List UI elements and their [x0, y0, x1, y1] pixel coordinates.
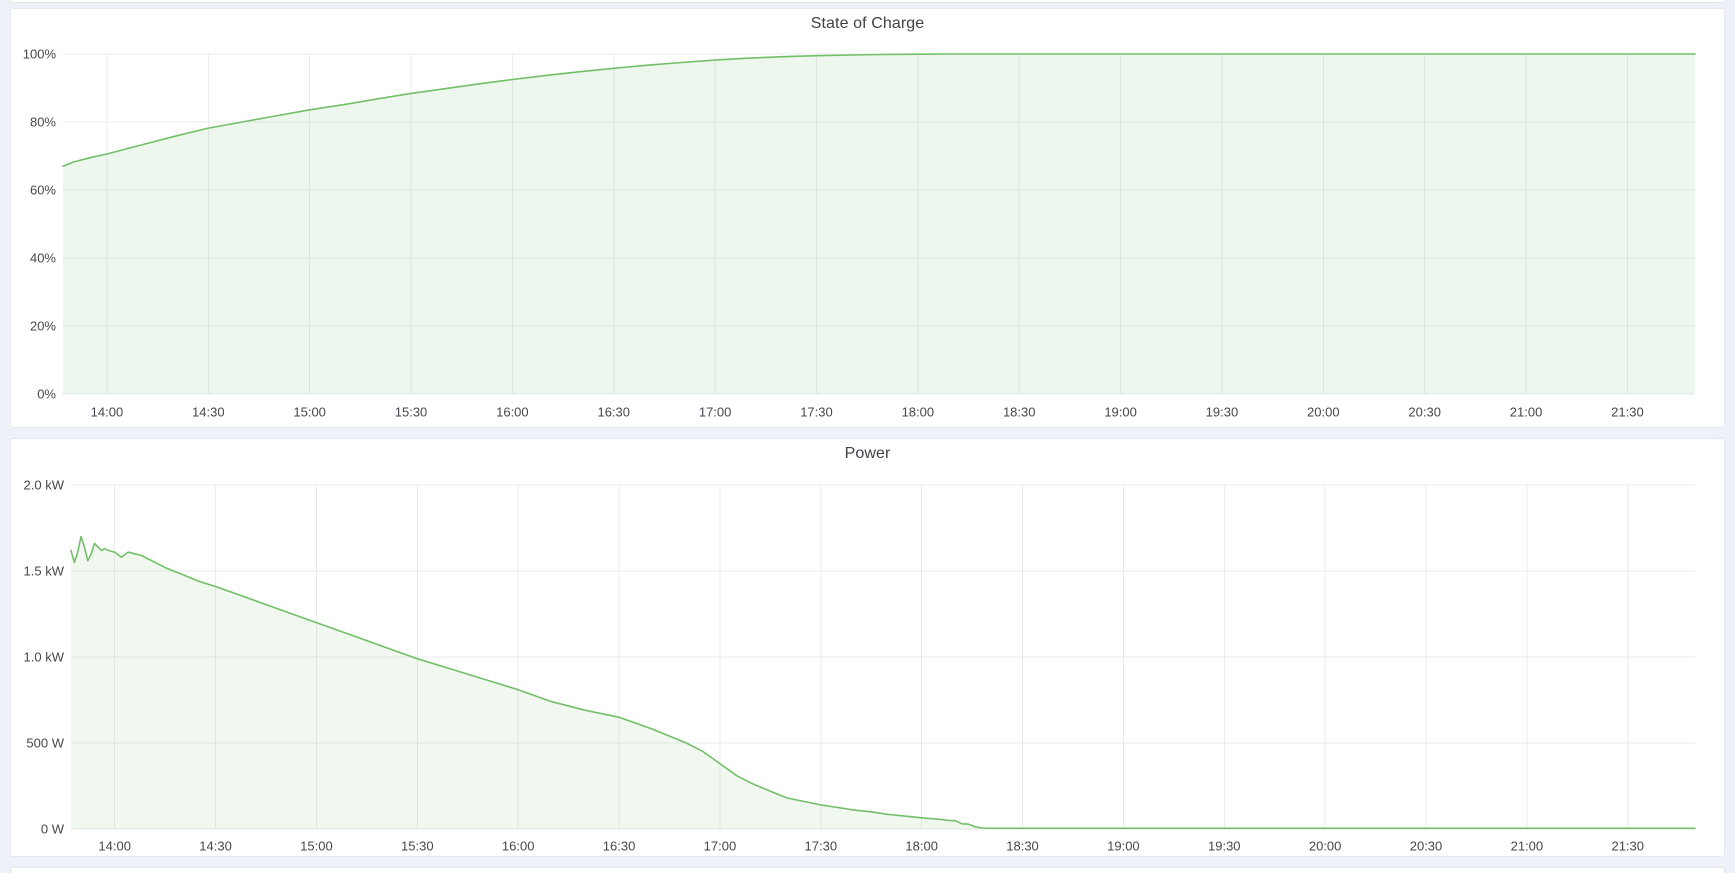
svg-text:19:00: 19:00 [1107, 839, 1140, 854]
svg-text:1.0 kW: 1.0 kW [24, 650, 65, 665]
svg-text:16:30: 16:30 [603, 839, 636, 854]
svg-text:15:00: 15:00 [300, 839, 333, 854]
svg-text:19:30: 19:30 [1208, 839, 1241, 854]
svg-text:17:30: 17:30 [805, 839, 838, 854]
svg-text:20:00: 20:00 [1309, 839, 1342, 854]
svg-text:100%: 100% [23, 47, 57, 62]
svg-text:19:30: 19:30 [1206, 405, 1239, 420]
svg-text:0 W: 0 W [41, 822, 65, 837]
svg-text:14:00: 14:00 [98, 839, 131, 854]
svg-text:17:00: 17:00 [699, 405, 732, 420]
soc-panel-header[interactable]: State of Charge [11, 9, 1724, 39]
soc-panel-title[interactable]: State of Charge [810, 15, 925, 32]
svg-text:18:00: 18:00 [902, 405, 935, 420]
svg-text:0%: 0% [37, 387, 56, 402]
panel-above-bottom-edge [10, 0, 1725, 3]
panel-state-of-charge: 0% 20% 40% 60% 80% 100% 14:00 14:30 15:00 15:30 16… [10, 8, 1725, 428]
svg-text:21:00: 21:00 [1510, 405, 1543, 420]
svg-text:16:30: 16:30 [597, 405, 630, 420]
svg-text:500 W: 500 W [26, 736, 64, 751]
svg-text:15:30: 15:30 [395, 405, 428, 420]
power-panel-title[interactable]: Power [844, 445, 891, 462]
power-panel-header[interactable]: Power [11, 439, 1724, 469]
svg-text:2.0 kW: 2.0 kW [24, 478, 65, 493]
svg-text:15:00: 15:00 [293, 405, 326, 420]
soc-chart-canvas[interactable]: 0% 20% 40% 60% 80% 100% 14:00 14:30 15:00 15:30 16… [11, 9, 1724, 427]
svg-text:80%: 80% [30, 115, 56, 130]
svg-text:17:30: 17:30 [800, 405, 833, 420]
svg-text:21:00: 21:00 [1511, 839, 1544, 854]
soc-chart-svg: 0% 20% 40% 60% 80% 100% 14:00 14:30 15:00 15:30 16… [23, 47, 1696, 420]
power-chart-svg: 0 W 500 W 1.0 kW 1.5 kW 2.0 kW 14:00 14:30 15:0… [24, 478, 1696, 854]
power-chart-canvas[interactable]: 0 W 500 W 1.0 kW 1.5 kW 2.0 kW 14:00 14:30 15:0… [11, 439, 1724, 856]
svg-text:21:30: 21:30 [1611, 405, 1644, 420]
svg-text:20:30: 20:30 [1410, 839, 1443, 854]
svg-text:14:00: 14:00 [91, 405, 124, 420]
panel-power: 0 W 500 W 1.0 kW 1.5 kW 2.0 kW 14:00 14:30 15:0… [10, 438, 1725, 857]
svg-text:60%: 60% [30, 183, 56, 198]
svg-text:40%: 40% [30, 251, 56, 266]
svg-text:15:30: 15:30 [401, 839, 434, 854]
svg-text:14:30: 14:30 [199, 839, 232, 854]
svg-text:1.5 kW: 1.5 kW [24, 564, 65, 579]
svg-text:20:00: 20:00 [1307, 405, 1340, 420]
svg-text:21:30: 21:30 [1611, 839, 1644, 854]
svg-text:19:00: 19:00 [1104, 405, 1137, 420]
svg-text:16:00: 16:00 [496, 405, 529, 420]
svg-text:14:30: 14:30 [192, 405, 225, 420]
svg-text:16:00: 16:00 [502, 839, 535, 854]
svg-text:18:30: 18:30 [1003, 405, 1036, 420]
svg-text:20:30: 20:30 [1408, 405, 1441, 420]
svg-text:20%: 20% [30, 319, 56, 334]
panel-below-top-edge [10, 867, 1725, 873]
svg-text:18:30: 18:30 [1006, 839, 1039, 854]
svg-text:17:00: 17:00 [704, 839, 737, 854]
svg-text:18:00: 18:00 [905, 839, 938, 854]
